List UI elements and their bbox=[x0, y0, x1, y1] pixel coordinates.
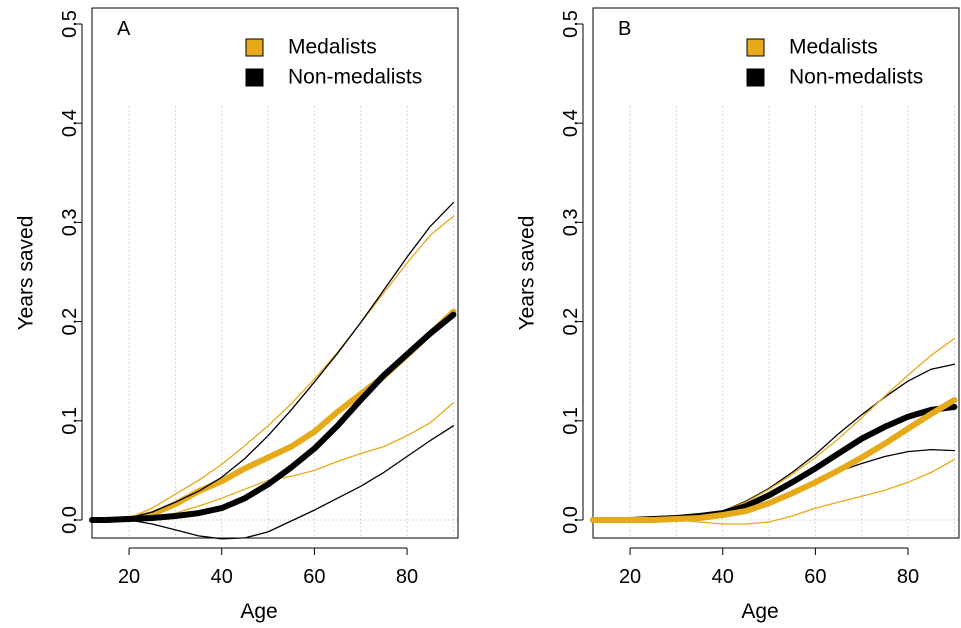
series-line-non-medalists-upper bbox=[91, 201, 455, 521]
y-tick-label: 0.3 bbox=[560, 208, 582, 236]
plot-frame bbox=[592, 7, 960, 539]
legend-swatch bbox=[245, 68, 264, 87]
y-tick-label: 0.2 bbox=[560, 308, 582, 336]
legend-label: Medalists bbox=[288, 36, 377, 59]
legend-label: Medalists bbox=[789, 36, 878, 59]
series-line-medalists-estimate bbox=[590, 397, 958, 523]
y-axis-label: Years saved bbox=[15, 216, 38, 331]
x-tick-label: 60 bbox=[303, 566, 325, 588]
series-line-non-medalists-upper bbox=[592, 363, 956, 521]
y-tick-label: 0.4 bbox=[59, 109, 81, 137]
series-line-non-medalists-estimate bbox=[89, 311, 457, 523]
panel-label: B bbox=[618, 18, 631, 40]
y-tick-label: 0.4 bbox=[560, 109, 582, 137]
x-axis-label: Age bbox=[741, 600, 778, 623]
chart-panel-a: 0.0 0.1 0.2 0.3 0.4 0.5 Years saved 20 40 60 80 Age… bbox=[15, 7, 459, 623]
x-tick-label: 40 bbox=[712, 566, 734, 588]
x-tick-label: 60 bbox=[804, 566, 826, 588]
legend-label: Non-medalists bbox=[288, 66, 422, 89]
y-tick-label: 0.3 bbox=[59, 208, 81, 236]
y-tick-label: 0.5 bbox=[59, 10, 81, 38]
x-tick-label: 80 bbox=[396, 566, 418, 588]
series-line-non-medalists-lower bbox=[91, 425, 455, 540]
series-line-medalists-estimate bbox=[89, 308, 457, 523]
x-tick-label: 40 bbox=[211, 566, 233, 588]
legend-label: Non-medalists bbox=[789, 66, 923, 89]
panel-label: A bbox=[117, 18, 131, 40]
y-tick-label: 0.0 bbox=[59, 506, 81, 534]
y-tick-label: 0.1 bbox=[59, 407, 81, 435]
series-line-medalists-upper bbox=[91, 215, 455, 521]
legend-swatch bbox=[245, 38, 264, 57]
x-axis-label: Age bbox=[240, 600, 277, 623]
x-tick-label: 20 bbox=[118, 566, 140, 588]
chart-panel-b: 0.0 0.1 0.2 0.3 0.4 0.5 Years saved 20 40 60 80 Age… bbox=[516, 7, 960, 623]
y-axis-label: Years saved bbox=[516, 216, 539, 331]
y-tick-label: 0.2 bbox=[59, 308, 81, 336]
x-tick-label: 20 bbox=[619, 566, 641, 588]
y-tick-label: 0.1 bbox=[560, 407, 582, 435]
legend-swatch bbox=[746, 38, 765, 57]
legend-swatch bbox=[746, 68, 765, 87]
y-tick-label: 0.5 bbox=[560, 10, 582, 38]
x-tick-label: 80 bbox=[897, 566, 919, 588]
plot-frame bbox=[91, 7, 459, 539]
y-tick-label: 0.0 bbox=[560, 506, 582, 534]
